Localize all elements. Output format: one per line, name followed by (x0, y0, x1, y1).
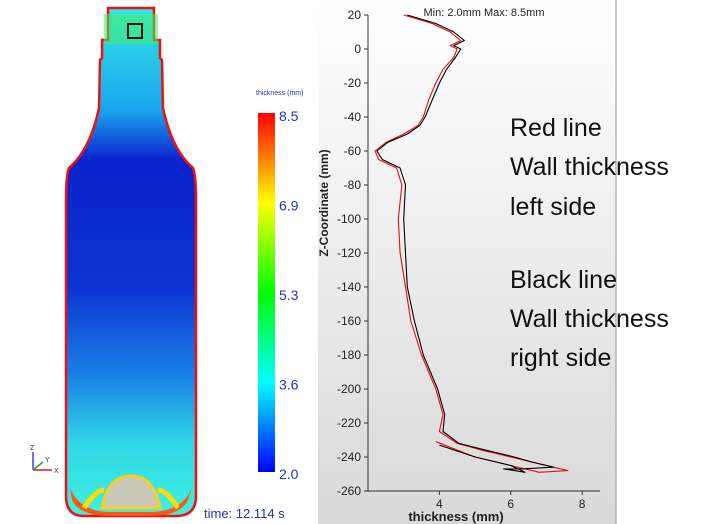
annotation-red-title: Red line (510, 114, 602, 142)
x-tick-label: 6 (507, 497, 514, 511)
x-tick-label: 8 (579, 497, 586, 511)
y-tick-label: 0 (354, 42, 361, 56)
y-tick-label: -80 (344, 178, 362, 192)
colorbar-tick-label: 6.9 (279, 198, 299, 214)
triad-z-label: Z (30, 445, 35, 452)
y-tick-label: -200 (337, 382, 361, 396)
colorbar-tick-label: 5.3 (279, 287, 299, 303)
annotation-black-title: Black line (510, 266, 617, 294)
x-axis-label: thickness (mm) (408, 509, 503, 524)
series-line-black (376, 14, 555, 473)
y-tick-label: -120 (337, 246, 361, 260)
colorbar-gradient (258, 113, 275, 472)
colorbar-title: thickness (mm) (256, 90, 303, 97)
colorbar-tick-label: 2.0 (279, 466, 299, 482)
chart-plot: 20 0 -20 -40 -60 -80 -100 -120 -140 -160 -180 -200 -… (317, 7, 600, 524)
y-tick-label: -160 (337, 314, 361, 328)
y-tick-label: 20 (348, 8, 362, 22)
y-tick-label: -100 (337, 212, 361, 226)
annotation-red-line2: Wall thickness (510, 153, 669, 181)
y-tick-label: -260 (337, 484, 361, 498)
colorbar-tick-label: 8.5 (279, 108, 299, 124)
bottle-punt-edge-right (157, 487, 181, 510)
chart-title: Min: 2.0mm Max: 8.5mm (423, 7, 544, 19)
colorbar: thickness (mm) 8.5 6.9 5.3 3.6 2.0 (256, 90, 303, 482)
bottle-render (64, 6, 198, 518)
annotation-red-line3: left side (510, 193, 597, 221)
y-tick-label: -180 (337, 348, 361, 362)
y-axis-label: Z-Coordinate (mm) (317, 149, 331, 256)
time-label: time: 12.114 s (204, 506, 285, 521)
colorbar-tick-label: 3.6 (279, 377, 299, 393)
y-tick-label: -220 (337, 416, 361, 430)
bottle-neck-tag (127, 23, 143, 39)
bottle-punt (100, 474, 162, 510)
axis-triad: Z Y X (30, 445, 59, 475)
bottle-outline (64, 6, 198, 518)
colorbar-ticks: 8.5 6.9 5.3 3.6 2.0 (279, 108, 299, 482)
triad-y-label: Y (45, 457, 50, 464)
y-tick-label: -60 (344, 144, 362, 158)
y-tick-label: -140 (337, 280, 361, 294)
y-tick-label: -240 (337, 450, 361, 464)
triad-y-axis (32, 461, 44, 471)
y-tick-label: -20 (344, 76, 362, 90)
y-tick-label: -40 (344, 110, 362, 124)
annotation-black-line3: right side (510, 344, 612, 372)
triad-x-label: X (54, 468, 59, 475)
annotation-black-line2: Wall thickness (510, 305, 669, 333)
bottle-punt-edge-left (81, 487, 105, 510)
x-tick-label: 4 (436, 497, 443, 511)
bottle-neck-ring (104, 14, 158, 44)
